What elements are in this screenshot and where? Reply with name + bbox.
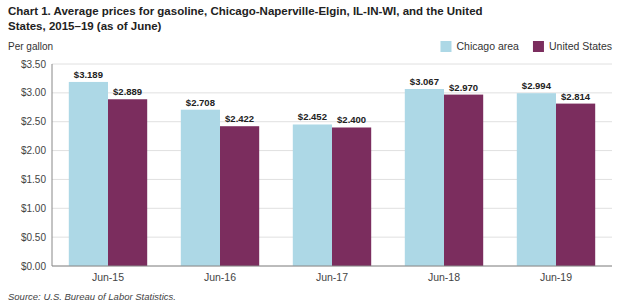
bar <box>293 124 332 266</box>
bar <box>556 104 595 266</box>
data-label: $2.994 <box>522 80 552 91</box>
data-labels: $3.189 $2.708 $2.452 $3.067 $2.994 $2.889 $2.4… <box>74 69 591 126</box>
y-tick-label: $2.00 <box>21 145 46 156</box>
legend-swatch <box>533 41 544 52</box>
y-axis-label: Per gallon <box>8 41 53 52</box>
legend: Chicago area United States <box>440 40 612 52</box>
data-label: $2.889 <box>113 86 142 97</box>
data-label: $3.189 <box>74 69 103 80</box>
data-label: $2.400 <box>337 114 366 125</box>
y-tick-label: $3.00 <box>21 87 46 98</box>
bar <box>405 89 444 266</box>
bar <box>181 110 220 266</box>
grid-line <box>52 266 612 267</box>
data-label: $2.422 <box>225 113 254 124</box>
data-label: $3.067 <box>410 76 439 87</box>
legend-swatch <box>440 41 451 52</box>
title: Chart 1. Average prices for gasoline, Ch… <box>8 5 483 32</box>
y-tick-label: $3.50 <box>21 59 46 70</box>
data-label: $2.814 <box>561 91 591 102</box>
x-tick-label: Jun-19 <box>540 271 572 283</box>
bar <box>332 127 371 266</box>
x-tick-label: Jun-15 <box>92 271 124 283</box>
x-tick-label: Jun-18 <box>428 271 460 283</box>
data-label: $2.452 <box>298 111 327 122</box>
grid <box>52 64 612 266</box>
bar <box>517 93 556 266</box>
chart: Chart 1. Average prices for gasoline, Ch… <box>0 0 624 308</box>
legend-label: Chicago area <box>456 40 519 52</box>
bar <box>220 126 259 266</box>
y-tick-label: $0.00 <box>21 261 46 272</box>
x-tick-label: Jun-16 <box>204 271 236 283</box>
y-tick-label: $1.00 <box>21 203 46 214</box>
x-tick-label: Jun-17 <box>316 271 348 283</box>
bar <box>444 95 483 266</box>
y-tick-label: $1.50 <box>21 174 46 185</box>
bar <box>108 99 147 266</box>
y-tick-label: $0.50 <box>21 232 46 243</box>
x-axis <box>52 266 612 267</box>
bars <box>69 82 595 266</box>
title-line: Chart 1. Average prices for gasoline, Ch… <box>8 5 483 17</box>
y-axis <box>52 64 53 266</box>
source: Source: U.S. Bureau of Labor Statistics. <box>8 291 176 302</box>
title-line: States, 2015–19 (as of June) <box>8 20 162 32</box>
y-tick-label: $2.50 <box>21 116 46 127</box>
data-label: $2.970 <box>449 82 478 93</box>
legend-label: United States <box>549 40 612 52</box>
grid-line <box>52 64 612 65</box>
bar <box>69 82 108 266</box>
data-label: $2.708 <box>186 97 215 108</box>
